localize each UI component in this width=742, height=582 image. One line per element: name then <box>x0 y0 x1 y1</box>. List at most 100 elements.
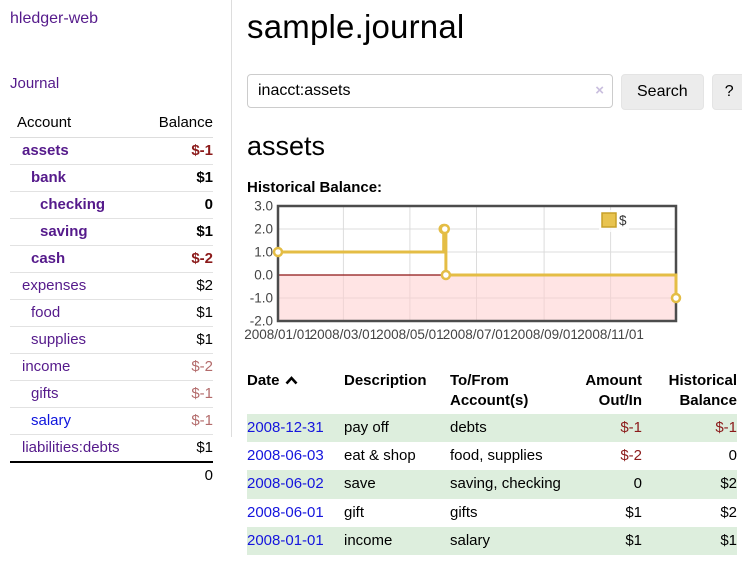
transaction-description: eat & shop <box>344 447 416 465</box>
account-row: salary $-1 <box>10 407 213 435</box>
transaction-amount: $-1 <box>620 418 642 436</box>
account-balance: $1 <box>145 434 213 463</box>
transaction-accounts: debts <box>450 418 487 436</box>
account-row: gifts $-1 <box>10 380 213 408</box>
account-row: cash $-2 <box>10 245 213 273</box>
account-balance: $1 <box>145 218 213 246</box>
register-rows: 2008-12-31 pay off debts $-1 $-1 2008-06-03 ea… <box>247 413 737 556</box>
x-tick-label: 2008/11/01 <box>577 327 644 342</box>
account-link-assets[interactable]: assets <box>22 142 69 159</box>
account-link-expenses[interactable]: expenses <box>22 277 87 294</box>
transaction-row: 2008-01-01 income salary $1 $1 <box>247 526 737 556</box>
account-row: assets $-1 <box>10 137 213 165</box>
x-tick-label: 2008/05/01 <box>376 327 444 342</box>
transaction-row: 2008-12-31 pay off debts $-1 $-1 <box>247 413 737 443</box>
account-link-income[interactable]: income <box>22 358 71 375</box>
transaction-date-link[interactable]: 2008-06-01 <box>247 503 324 521</box>
transaction-row: 2008-06-01 gift gifts $1 $2 <box>247 499 737 527</box>
account-link-bank[interactable]: bank <box>31 169 67 186</box>
x-tick-label: 2008/09/01 <box>510 327 578 342</box>
y-tick-label: 1.0 <box>254 245 273 260</box>
account-balance: 0 <box>145 191 213 219</box>
column-header-date-label: Date <box>247 372 280 389</box>
transaction-description: gift <box>344 503 365 521</box>
transaction-date-link[interactable]: 2008-06-02 <box>247 475 324 493</box>
transaction-accounts: gifts <box>450 503 478 521</box>
transaction-accounts: salary <box>450 531 491 549</box>
account-row: income $-2 <box>10 353 213 381</box>
accounts-header-balance: Balance <box>145 109 213 138</box>
account-link-supplies[interactable]: supplies <box>31 331 87 348</box>
y-tick-label: -1.0 <box>250 291 273 306</box>
account-balance: $-1 <box>145 407 213 435</box>
sort-ascending-icon <box>285 371 298 391</box>
account-balance: $-2 <box>145 245 213 273</box>
account-balance: $1 <box>145 299 213 327</box>
transaction-date-link[interactable]: 2008-06-03 <box>247 447 324 465</box>
y-tick-label: 0.0 <box>254 268 273 283</box>
sidebar-item-journal[interactable]: Journal <box>10 75 60 92</box>
y-tick-label: 2.0 <box>254 222 273 237</box>
accounts-header-account: Account <box>10 109 146 138</box>
account-row: liabilities:debts $1 <box>10 434 213 463</box>
column-header-tofrom: To/From Account(s) <box>450 372 529 409</box>
account-balance: $1 <box>145 164 213 192</box>
transaction-description: pay off <box>344 418 389 436</box>
account-row: checking 0 <box>10 191 213 219</box>
x-tick-label: 2008/03/01 <box>310 327 378 342</box>
account-row: saving $1 <box>10 218 213 246</box>
account-balance: $-2 <box>145 353 213 381</box>
page-title: sample.journal <box>247 8 465 45</box>
account-row: food $1 <box>10 299 213 327</box>
negative-region <box>278 275 676 321</box>
transaction-date-link[interactable]: 2008-01-01 <box>247 531 324 549</box>
transaction-amount: 0 <box>633 475 642 493</box>
account-link-food[interactable]: food <box>31 304 61 321</box>
brand-link[interactable]: hledger-web <box>10 10 99 27</box>
sidebar: hledger-web Journal Account Balance asse… <box>0 0 232 489</box>
transaction-balance: $1 <box>720 531 737 549</box>
column-header-amount: Amount Out/In <box>585 372 642 409</box>
account-link-salary[interactable]: salary <box>31 412 72 429</box>
transaction-description: income <box>344 531 393 549</box>
legend-swatch <box>601 212 617 228</box>
column-header-balance: Historical Balance <box>668 372 737 409</box>
main-content: sample.journal × Search ? assets Histori… <box>232 0 742 582</box>
account-link-cash[interactable]: cash <box>31 250 66 267</box>
search-form: × Search ? <box>247 74 742 110</box>
transaction-row: 2008-06-02 save saving, checking 0 $2 <box>247 470 737 499</box>
clear-search-icon[interactable]: × <box>595 82 604 99</box>
data-point-marker <box>440 269 452 281</box>
transaction-row: 2008-06-03 eat & shop food, supplies $-2 0 <box>247 442 737 470</box>
transaction-date-link[interactable]: 2008-12-31 <box>247 418 324 436</box>
account-link-liabilities-debts[interactable]: liabilities:debts <box>22 439 120 456</box>
account-link-gifts[interactable]: gifts <box>31 385 59 402</box>
x-tick-label: 2008/01/01 <box>244 327 312 342</box>
transaction-amount: $-2 <box>620 447 642 465</box>
accounts-total-row: 0 <box>10 461 213 489</box>
transaction-balance: $2 <box>720 503 737 521</box>
search-button[interactable]: Search <box>621 74 704 110</box>
chart-label: Historical Balance: <box>247 179 383 196</box>
sidebar-account-rows: assets $-1 bank $1 checking 0 saving $1 cash $-2 e… <box>10 137 213 489</box>
x-tick-label: 2008/07/01 <box>443 327 511 342</box>
transaction-amount: $1 <box>625 531 642 549</box>
data-point-marker <box>439 223 451 235</box>
transaction-amount: $1 <box>625 503 642 521</box>
chart-svg: 3.0 2.0 1.0 0.0 -1.0 -2.02008/01/012008/03/01… <box>244 199 682 342</box>
chart-legend: $ <box>599 210 629 232</box>
column-header-date-sort[interactable]: Date <box>247 368 344 414</box>
data-point-marker <box>670 292 682 304</box>
search-input[interactable] <box>247 74 613 108</box>
account-link-saving[interactable]: saving <box>40 223 88 240</box>
accounts-table: Account Balance assets $-1 bank $1 checking 0… <box>10 109 213 489</box>
transaction-accounts: saving, checking <box>450 475 561 493</box>
help-button[interactable]: ? <box>711 74 742 110</box>
transaction-description: save <box>344 475 376 493</box>
account-balance: $1 <box>145 326 213 354</box>
transaction-balance: 0 <box>728 447 737 465</box>
account-link-checking[interactable]: checking <box>40 196 106 213</box>
accounts-total-value: 0 <box>145 461 213 489</box>
transaction-balance: $2 <box>720 475 737 493</box>
